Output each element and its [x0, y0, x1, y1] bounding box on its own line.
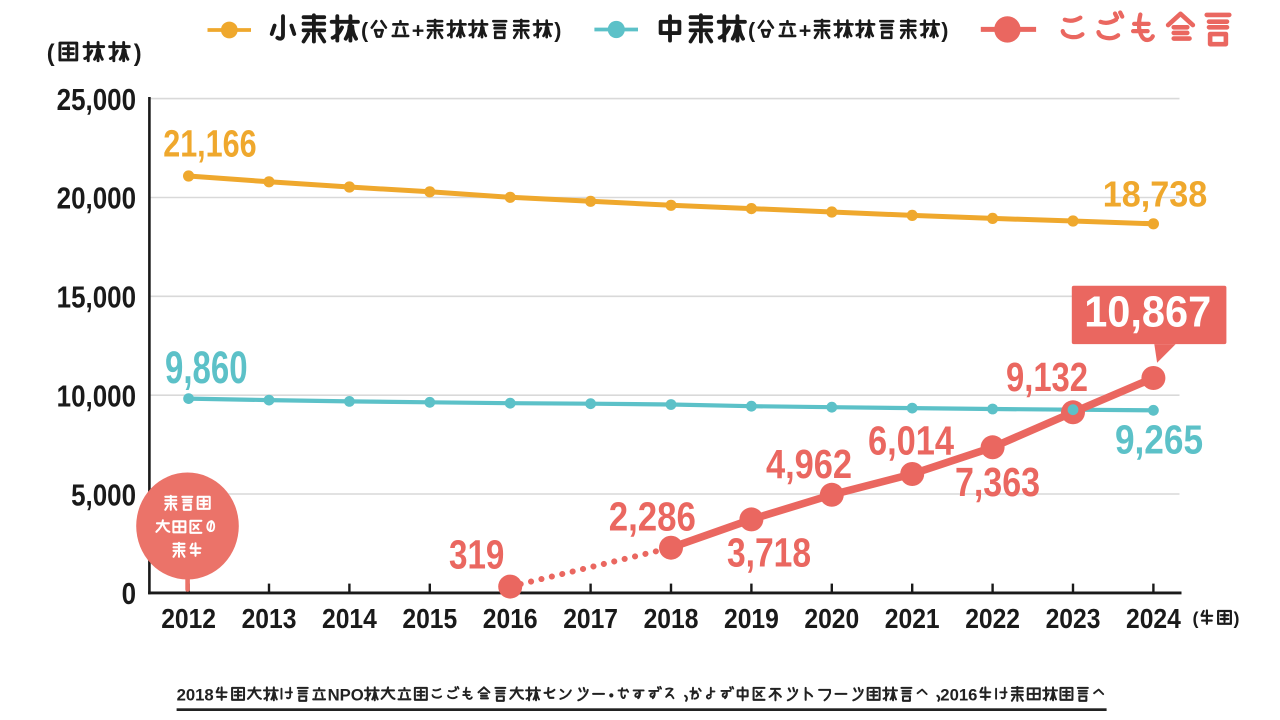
svg-text:15,000: 15,000 [57, 280, 136, 315]
svg-text:2016: 2016 [483, 603, 538, 635]
svg-text:(: ( [748, 19, 756, 43]
svg-text:9,860: 9,860 [165, 343, 248, 393]
svg-text:2024: 2024 [1126, 603, 1181, 635]
svg-text:2017: 2017 [563, 603, 618, 635]
svg-text:5,000: 5,000 [71, 478, 136, 513]
svg-text:(: ( [47, 41, 55, 67]
svg-text:2022: 2022 [965, 603, 1020, 635]
svg-text:9,132: 9,132 [1006, 355, 1088, 400]
svg-text:(: ( [361, 19, 369, 43]
svg-text:2013: 2013 [242, 603, 297, 635]
svg-text:): ) [941, 19, 948, 43]
svg-text:2014: 2014 [322, 603, 377, 635]
svg-text:10,000: 10,000 [57, 379, 136, 414]
svg-text:): ) [134, 41, 142, 67]
svg-text:2021: 2021 [885, 603, 940, 635]
svg-text:+: + [412, 19, 425, 43]
svg-text:2016: 2016 [940, 686, 977, 705]
svg-text:319: 319 [449, 531, 504, 577]
svg-text:10,867: 10,867 [1084, 287, 1211, 336]
svg-text:7,363: 7,363 [955, 459, 1040, 504]
svg-text:20,000: 20,000 [57, 182, 136, 217]
svg-text:2018: 2018 [644, 603, 699, 635]
svg-text:): ) [1234, 609, 1240, 629]
svg-text:21,166: 21,166 [163, 124, 256, 166]
svg-text:18,738: 18,738 [1103, 175, 1208, 215]
svg-text:4,962: 4,962 [766, 441, 852, 486]
svg-text:2012: 2012 [161, 603, 216, 635]
svg-text:2019: 2019 [724, 603, 779, 635]
svg-text:2020: 2020 [804, 603, 859, 635]
svg-text:(: ( [1193, 609, 1199, 629]
svg-text:2015: 2015 [402, 603, 457, 635]
svg-text:6,014: 6,014 [868, 418, 954, 463]
svg-text:2023: 2023 [1046, 603, 1101, 635]
svg-text:0: 0 [122, 577, 136, 612]
svg-text:+: + [799, 19, 812, 43]
svg-text:2,286: 2,286 [609, 495, 696, 540]
svg-text:25,000: 25,000 [57, 83, 136, 118]
svg-text:9,265: 9,265 [1115, 418, 1203, 463]
svg-text:NPO: NPO [328, 686, 364, 705]
svg-text:): ) [554, 19, 561, 43]
svg-text:3,718: 3,718 [727, 530, 811, 576]
svg-text:2018: 2018 [177, 686, 214, 705]
